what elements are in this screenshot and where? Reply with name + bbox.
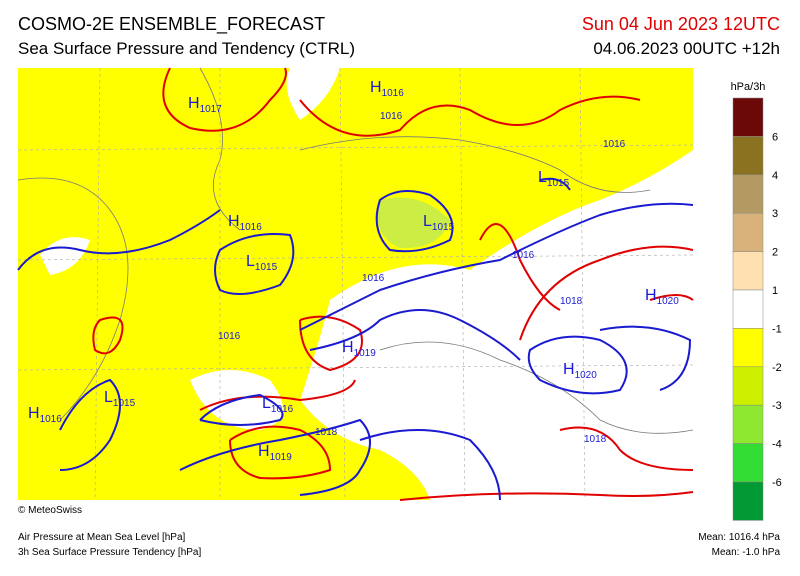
pressure-center: H1016 [228,213,262,233]
center-letter: L [538,169,547,186]
contour-label: 1018 [584,434,607,445]
center-value: 1019 [354,348,377,359]
colorbar-segment [732,366,764,406]
center-letter: H [188,95,200,112]
subtitle: Sea Surface Pressure and Tendency (CTRL) [18,39,355,58]
pressure-center: H1017 [188,95,222,115]
center-value: 1020 [575,370,598,381]
colorbar-label: 2 [772,247,778,259]
colorbar-label: 6 [772,131,778,143]
center-letter: L [262,395,271,412]
center-value: 1019 [270,452,293,463]
map: H1017H1016H1016L1015L1015L1015H1019L1016… [17,67,694,501]
center-letter: L [246,253,255,270]
center-value: 1015 [255,262,278,273]
white-area [40,237,90,275]
contour-label: 1016 [603,139,626,150]
contour-label: 1016 [380,111,403,122]
center-value: 1016 [240,222,263,233]
valid-time: Sun 04 Jun 2023 12UTC [582,14,780,34]
center-value: 1020 [657,296,680,307]
contour-labels: 1016 1016 1016 1016 1016 1018 1018 1018 [218,111,626,445]
blue-contours [17,177,694,501]
colorbar-segment [732,212,764,252]
legend-unit: hPa/3h [731,81,766,93]
center-value: 1016 [382,88,405,99]
green-area [377,197,450,249]
copyright: © MeteoSwiss [18,505,82,516]
colorbar-label: -3 [772,400,782,412]
center-value: 1016 [40,414,63,425]
center-value: 1017 [200,104,223,115]
center-letter: L [423,213,432,230]
colorbar-segment [732,328,764,368]
pressure-center: H1016 [370,79,404,99]
contour-label: 1018 [560,296,583,307]
center-value: 1016 [271,404,294,415]
pressure-center: L1015 [104,389,136,409]
center-letter: H [645,287,657,304]
colorbar-label: -4 [772,439,782,451]
center-letter: L [104,389,113,406]
pressure-center: H1019 [342,339,376,359]
footer-line: 3h Sea Surface Pressure Tendency [hPa] [18,547,201,558]
white-area [540,180,693,423]
colorbar-segment [732,289,764,329]
pressure-center: L1015 [246,253,278,273]
colorbar-segment [732,136,764,176]
center-letter: H [563,361,575,378]
title: COSMO-2E ENSEMBLE_FORECAST [18,14,325,35]
white-area [286,68,340,120]
contour-label: 1018 [315,427,338,438]
center-value: 1015 [432,222,455,233]
contour-label: 1016 [512,250,535,261]
center-letter: H [258,443,270,460]
pressure-center: H1020 [645,287,679,307]
pressure-center: L1015 [423,213,455,233]
pressure-center: L1016 [262,395,294,415]
contour-label: 1016 [218,331,241,342]
mean-tendency: Mean: -1.0 hPa [712,547,781,558]
pressure-center: H1016 [28,405,62,425]
colorbar-segment [732,481,764,521]
center-letter: H [28,405,40,422]
mean-pressure: Mean: 1016.4 hPa [698,532,780,543]
red-contours [92,67,694,501]
colorbar-segment [732,404,764,444]
colorbar-label: -6 [772,477,782,489]
colorbar-segment [732,251,764,291]
colorbar-segment [732,174,764,214]
colorbar: 6 4 3 2 1 -1 -2 -3 -4 -6 [732,97,782,521]
center-value: 1015 [547,178,570,189]
colorbar-label: 4 [772,170,778,182]
run-time: 04.06.2023 00UTC +12h [593,39,780,58]
center-letter: H [228,213,240,230]
center-letter: H [342,339,354,356]
pressure-center: L1015 [538,169,570,189]
colorbar-label: -1 [772,323,782,335]
colorbar-label: -2 [772,362,782,374]
contour-label: 1016 [362,273,385,284]
pressure-centers: H1017H1016H1016L1015L1015L1015H1019L1016… [28,79,679,463]
legend: hPa/3h 6 4 3 2 1 -1 -2 -3 -4 -6 [731,81,782,521]
footer-line: Air Pressure at Mean Sea Level [hPa] [18,532,186,543]
colorbar-label: 1 [772,285,778,297]
colorbar-segment [732,97,764,137]
colorbar-label: 3 [772,208,778,220]
center-letter: H [370,79,382,96]
graticule [17,67,694,501]
pressure-center: H1019 [258,443,292,463]
colorbar-segment [732,443,764,483]
pressure-center: H1020 [563,361,597,381]
center-value: 1015 [113,398,136,409]
